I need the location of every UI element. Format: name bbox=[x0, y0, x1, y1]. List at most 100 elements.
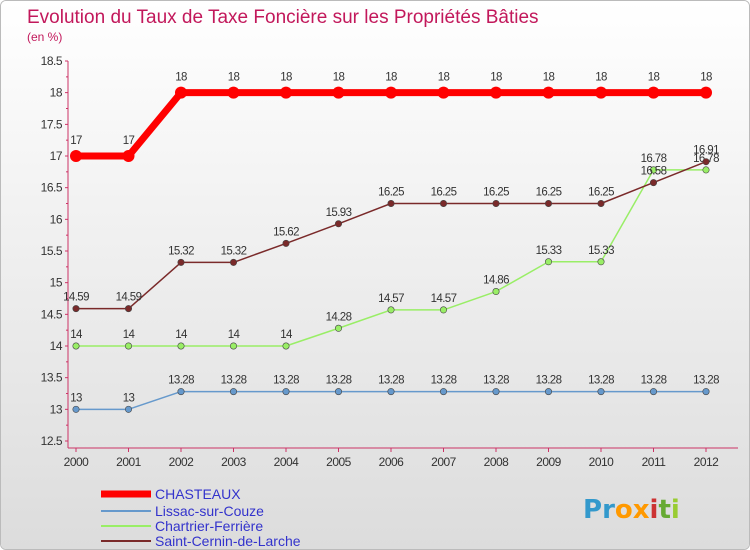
data-point bbox=[177, 342, 185, 350]
data-point bbox=[649, 179, 657, 187]
data-point bbox=[437, 86, 450, 99]
data-point bbox=[597, 258, 605, 266]
data-label: 17 bbox=[70, 135, 82, 147]
data-point bbox=[125, 405, 133, 413]
x-axis-ticks: 2000 2001 2002 2003 2004 2005 2006 2007 2008 2009… bbox=[64, 448, 720, 469]
x-tick-label: 2005 bbox=[326, 455, 352, 469]
legend-label: Chartrier-Ferrière bbox=[155, 518, 263, 534]
data-point bbox=[334, 324, 342, 332]
data-point bbox=[70, 150, 82, 162]
data-label: 14.86 bbox=[483, 275, 509, 287]
logo-letter: i bbox=[671, 495, 680, 525]
data-point bbox=[492, 288, 500, 296]
data-label: 18 bbox=[595, 72, 607, 84]
data-point bbox=[72, 342, 80, 350]
data-point bbox=[125, 342, 133, 350]
data-label: 16.91 bbox=[693, 145, 719, 157]
data-point bbox=[282, 388, 290, 396]
data-label: 18 bbox=[648, 72, 660, 84]
data-label: 18 bbox=[543, 72, 555, 84]
x-tick-label: 2012 bbox=[694, 455, 720, 469]
data-label: 15.93 bbox=[326, 207, 352, 219]
data-label: 15.33 bbox=[536, 245, 562, 257]
data-point bbox=[282, 342, 290, 350]
data-point bbox=[387, 388, 395, 396]
data-label: 16.25 bbox=[431, 187, 457, 199]
legend-label: CHASTEAUX bbox=[155, 486, 241, 502]
data-label: 13.28 bbox=[483, 375, 509, 387]
y-axis-ticks: 18.5 18 17.5 17 16.5 16 15.5 15 14.5 14 13.5 13 12.5 bbox=[41, 54, 68, 448]
data-point bbox=[649, 388, 657, 396]
x-tick-label: 2009 bbox=[536, 455, 562, 469]
y-tick-label: 16 bbox=[50, 212, 63, 226]
y-tick-label: 18.5 bbox=[41, 54, 63, 68]
data-point bbox=[490, 86, 502, 99]
data-label: 15.32 bbox=[221, 245, 247, 257]
data-point bbox=[492, 388, 500, 396]
data-point bbox=[385, 86, 397, 99]
data-label: 14 bbox=[228, 329, 241, 341]
data-label: 14.28 bbox=[326, 311, 352, 323]
data-label: 15.33 bbox=[588, 245, 614, 257]
x-tick-label: 2004 bbox=[274, 455, 300, 469]
data-label: 18 bbox=[385, 72, 397, 84]
y-tick-label: 13 bbox=[50, 402, 63, 416]
data-point bbox=[387, 200, 395, 208]
data-label: 14.57 bbox=[378, 293, 404, 305]
data-label: 15.32 bbox=[168, 245, 194, 257]
x-tick-label: 2007 bbox=[431, 455, 457, 469]
data-point bbox=[125, 305, 133, 313]
y-tick-label: 17 bbox=[50, 149, 63, 163]
y-tick-label: 14 bbox=[50, 339, 63, 353]
data-point bbox=[332, 86, 345, 99]
data-label: 13.28 bbox=[273, 375, 299, 387]
y-tick-label: 17.5 bbox=[41, 117, 63, 131]
data-label: 13.28 bbox=[641, 375, 667, 387]
data-label: 16.25 bbox=[536, 187, 562, 199]
data-point bbox=[177, 258, 185, 266]
data-label: 18 bbox=[700, 72, 712, 84]
data-label: 14 bbox=[123, 329, 136, 341]
series-saint-cernin-de-larche: 14.59 14.59 15.32 15.32 15.62 15.93 16.25 16.25… bbox=[63, 145, 720, 313]
data-label: 13.28 bbox=[221, 375, 247, 387]
data-label: 13.28 bbox=[588, 375, 614, 387]
data-label: 18 bbox=[228, 72, 240, 84]
data-label: 13 bbox=[70, 392, 82, 404]
data-label: 13.28 bbox=[326, 375, 352, 387]
data-point bbox=[387, 306, 395, 314]
logo-letter: i bbox=[650, 495, 659, 525]
logo-letter: t bbox=[658, 495, 670, 525]
data-label: 18 bbox=[280, 72, 292, 84]
data-point bbox=[72, 305, 80, 313]
y-tick-label: 15 bbox=[50, 276, 63, 290]
y-tick-label: 16.5 bbox=[41, 181, 63, 195]
x-tick-label: 2002 bbox=[169, 455, 195, 469]
chart-title: Evolution du Taux de Taxe Foncière sur l… bbox=[27, 7, 539, 28]
data-point bbox=[177, 388, 185, 396]
data-point bbox=[282, 239, 290, 247]
data-label: 18 bbox=[175, 72, 187, 84]
data-point bbox=[122, 150, 135, 162]
data-point bbox=[649, 166, 657, 174]
data-point bbox=[334, 388, 342, 396]
x-tick-label: 2008 bbox=[484, 455, 510, 469]
data-point bbox=[72, 405, 80, 413]
legend: CHASTEAUXLissac-sur-CouzeChartrier-Ferri… bbox=[101, 486, 301, 549]
data-label: 14.57 bbox=[431, 293, 457, 305]
data-label: 14.59 bbox=[116, 292, 142, 304]
x-tick-label: 2000 bbox=[64, 455, 90, 469]
data-point bbox=[544, 258, 552, 266]
data-point bbox=[700, 86, 712, 99]
data-label: 17 bbox=[123, 135, 135, 147]
data-label: 16.25 bbox=[378, 187, 404, 199]
logo-letter: x bbox=[633, 495, 650, 525]
data-point bbox=[544, 200, 552, 208]
data-point bbox=[230, 258, 238, 266]
data-point bbox=[597, 388, 605, 396]
x-tick-label: 2006 bbox=[379, 455, 405, 469]
data-point bbox=[227, 86, 240, 99]
data-label: 13 bbox=[123, 392, 135, 404]
data-label: 15.62 bbox=[273, 226, 299, 238]
y-tick-label: 12.5 bbox=[41, 434, 63, 448]
